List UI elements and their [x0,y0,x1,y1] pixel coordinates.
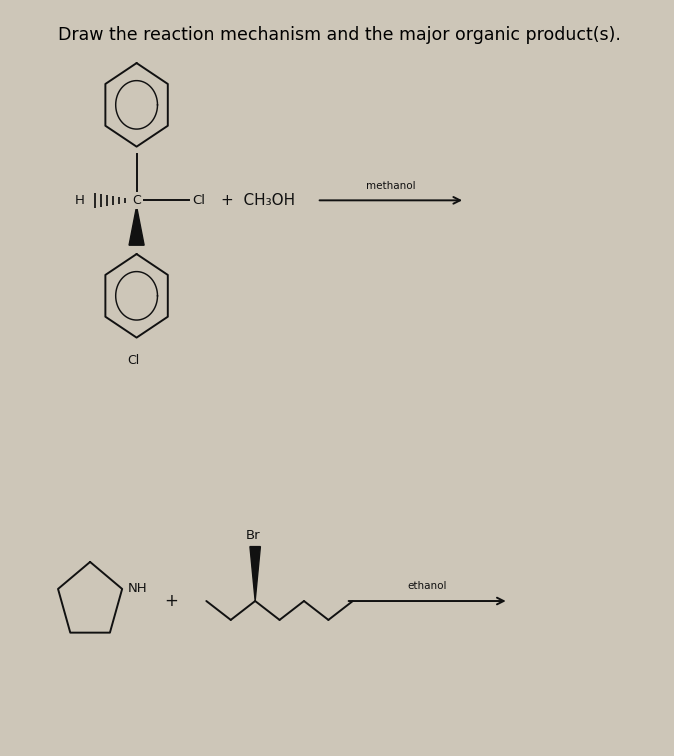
Text: C: C [132,194,141,207]
Text: ethanol: ethanol [408,581,447,591]
Text: NH: NH [128,582,148,596]
Text: Draw the reaction mechanism and the major organic product(s).: Draw the reaction mechanism and the majo… [58,26,621,45]
Text: Br: Br [245,529,260,542]
Text: methanol: methanol [366,181,415,191]
Text: +  CH₃OH: + CH₃OH [221,193,295,208]
Text: H: H [74,194,84,207]
Polygon shape [250,547,260,601]
Text: +: + [164,592,179,610]
Text: Cl: Cl [192,194,206,207]
Polygon shape [129,206,144,245]
Text: Cl: Cl [127,355,140,367]
